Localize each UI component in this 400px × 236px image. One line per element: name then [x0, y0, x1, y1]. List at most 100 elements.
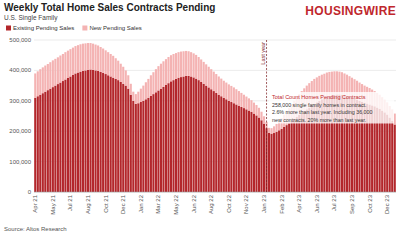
bar	[100, 47, 102, 72]
bar	[140, 89, 142, 102]
bar	[135, 104, 137, 192]
x-tick-label: Aug 22	[208, 194, 214, 214]
bar	[276, 132, 278, 192]
x-tick-label: Jun 23	[314, 194, 320, 213]
bar	[286, 125, 288, 192]
bar	[260, 120, 262, 192]
y-tick-label: 500,000	[9, 37, 31, 43]
bar	[52, 87, 54, 192]
y-tick-label: 400,000	[9, 67, 31, 73]
bar	[394, 125, 396, 192]
bar	[130, 95, 132, 192]
bar	[155, 92, 157, 192]
bar	[127, 89, 129, 192]
bar	[160, 89, 162, 192]
bar	[67, 51, 69, 78]
bar	[155, 69, 157, 92]
bar	[127, 75, 129, 88]
bar	[167, 57, 169, 83]
bar	[205, 64, 207, 85]
annotation-line: 2.6% more than last year. Including 36,0…	[272, 109, 372, 115]
bar	[122, 67, 124, 84]
y-tick-label: 200,000	[9, 128, 31, 134]
bar	[195, 55, 197, 79]
bar	[82, 71, 84, 192]
bar	[49, 62, 51, 88]
x-tick-label: Oct 22	[226, 194, 232, 212]
bar	[250, 112, 252, 192]
bar	[47, 64, 49, 90]
bar	[172, 80, 174, 192]
bar	[180, 52, 182, 78]
bar	[110, 76, 112, 192]
bar	[268, 133, 270, 192]
bar	[67, 78, 69, 192]
bar	[248, 111, 250, 192]
bar	[69, 49, 71, 76]
bar	[281, 129, 283, 192]
bar	[105, 50, 107, 74]
bar	[263, 116, 265, 123]
bar	[200, 59, 202, 81]
bar	[120, 64, 122, 82]
bar	[97, 45, 99, 71]
x-tick-label: Jan 23	[261, 194, 267, 213]
bar	[255, 105, 257, 115]
bar	[213, 91, 215, 192]
logo: HOUSINGWIRE	[305, 4, 396, 18]
x-tick-label: Mar 22	[155, 194, 161, 213]
x-tick-label: Jul 21	[67, 194, 73, 211]
bars	[34, 43, 396, 192]
bar	[180, 77, 182, 192]
bar	[59, 83, 61, 192]
x-tick-label: May 21	[50, 194, 56, 214]
bar	[145, 99, 147, 192]
x-tick-label: Dec 21	[120, 194, 126, 214]
x-tick-label: Oct 23	[367, 194, 373, 212]
bar	[160, 64, 162, 89]
bar	[125, 86, 127, 192]
bar	[258, 118, 260, 192]
bar	[255, 115, 257, 192]
bar	[283, 127, 285, 192]
bar	[137, 103, 139, 192]
bar	[162, 61, 164, 87]
bar	[157, 66, 159, 90]
bar	[177, 78, 179, 192]
bar	[84, 43, 86, 70]
bar	[125, 70, 127, 85]
bar	[195, 79, 197, 192]
bar	[115, 58, 117, 79]
bar	[185, 76, 187, 192]
x-tick-label: Jul 23	[331, 194, 337, 211]
bar	[122, 84, 124, 192]
bar	[102, 49, 104, 73]
x-tick-label: Aug 21	[85, 194, 91, 214]
bar	[74, 73, 76, 192]
bar	[333, 71, 335, 94]
bar	[57, 57, 59, 84]
bar	[185, 51, 187, 76]
bar	[240, 107, 242, 192]
chart-root: Weekly Total Home Sales Contracts Pendin…	[0, 0, 400, 236]
bar	[391, 121, 393, 192]
bar	[240, 93, 242, 107]
bar	[100, 72, 102, 192]
annotation-title: Total Count Homes Pending Contracts	[272, 94, 366, 100]
bar	[59, 56, 61, 83]
bar	[110, 54, 112, 76]
bar	[200, 82, 202, 192]
bar	[278, 130, 280, 192]
x-tick-label: Jun 22	[191, 194, 197, 213]
bar	[213, 72, 215, 91]
bar	[205, 86, 207, 192]
bar	[203, 84, 205, 192]
bar	[238, 106, 240, 192]
annotation-line: 258,000 single family homes in contract.	[272, 102, 367, 108]
bar	[177, 52, 179, 78]
bar	[253, 114, 255, 192]
bar	[135, 94, 137, 104]
bar	[140, 102, 142, 192]
bar	[198, 57, 200, 80]
x-tick-label: May 22	[173, 194, 179, 214]
